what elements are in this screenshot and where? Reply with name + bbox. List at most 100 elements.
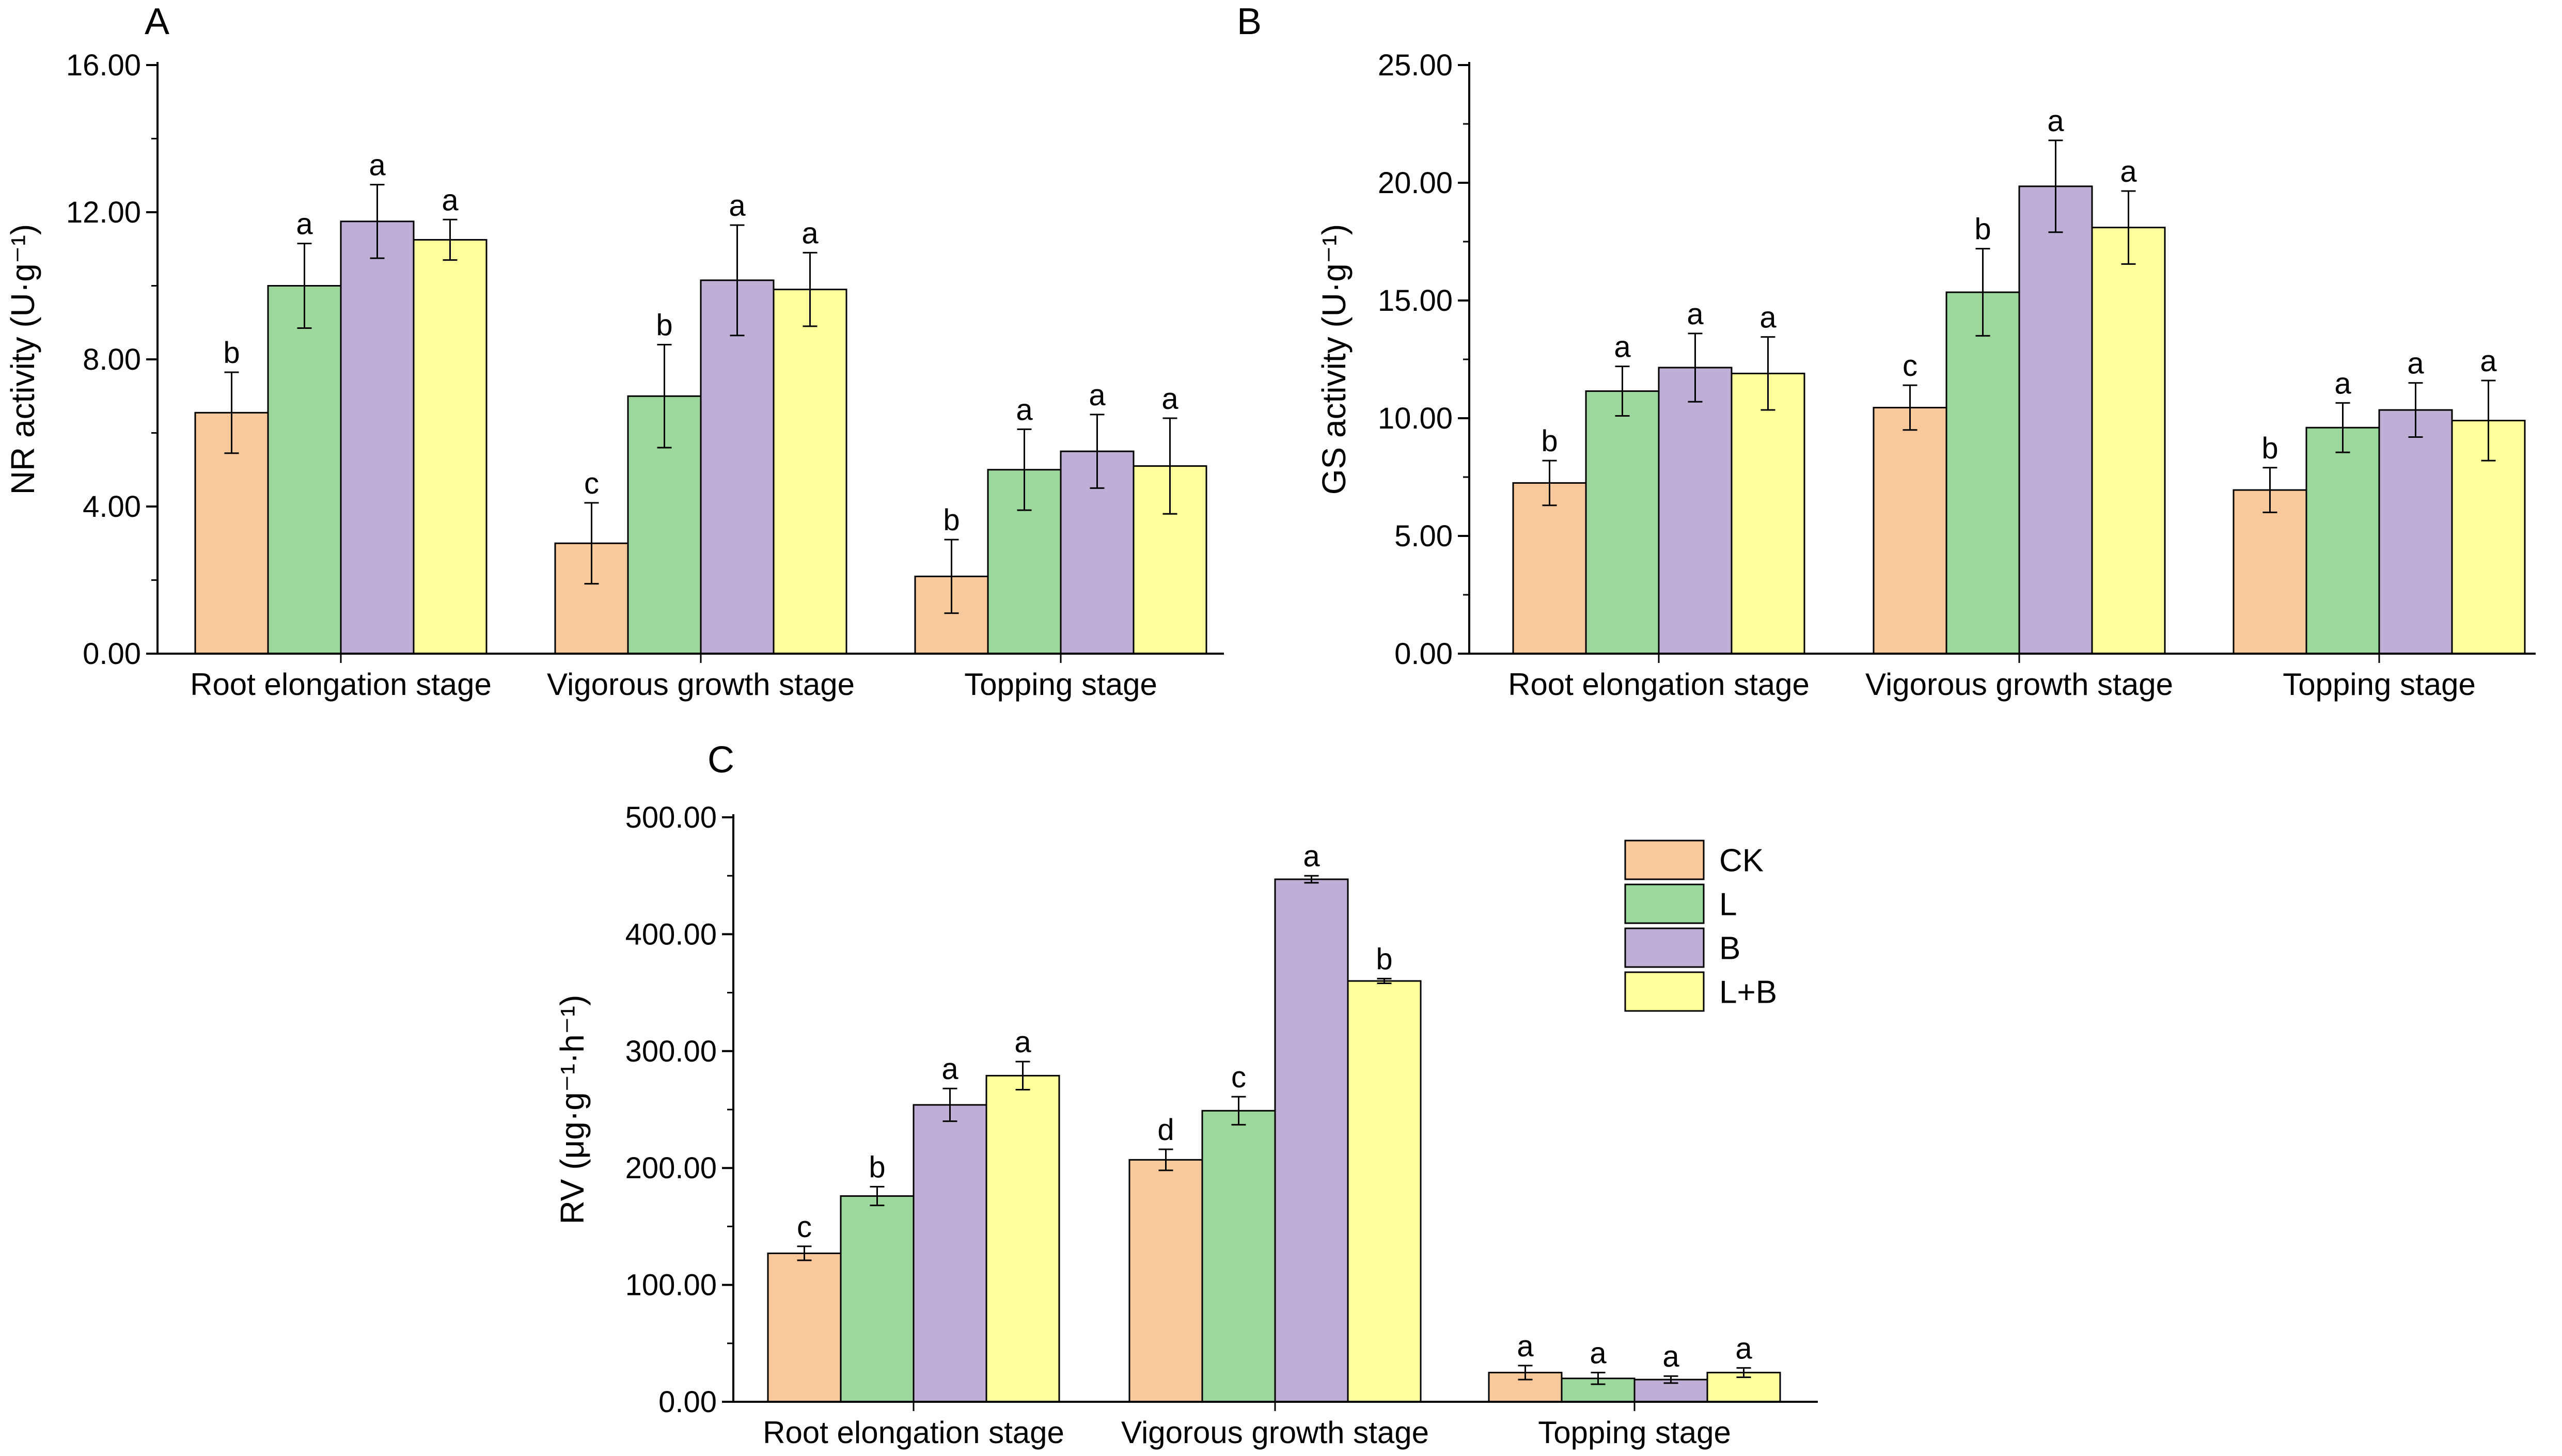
significance-letter: a	[1662, 1340, 1679, 1373]
y-tick-label: 0.00	[1394, 637, 1453, 671]
significance-letter: a	[1687, 297, 1704, 331]
bar	[413, 239, 488, 655]
significance-letter: b	[943, 503, 960, 537]
significance-letter: b	[2261, 432, 2278, 465]
significance-letter: b	[1376, 942, 1392, 976]
y-tick-label: 8.00	[83, 343, 141, 376]
bar	[1658, 367, 1733, 655]
panel-label: A	[145, 1, 169, 42]
significance-letter: a	[2407, 347, 2424, 381]
bar	[1128, 1159, 1203, 1403]
significance-letter: a	[2120, 155, 2137, 188]
y-tick-label: 300.00	[625, 1035, 717, 1068]
y-tick-label: 5.00	[1394, 519, 1453, 553]
x-tick-label: Vigorous growth stage	[547, 667, 855, 702]
significance-letter: d	[1157, 1113, 1174, 1147]
bar	[1347, 980, 1422, 1403]
y-tick-label: 400.00	[625, 917, 717, 951]
bar	[1201, 1110, 1276, 1403]
legend-swatch	[1624, 840, 1705, 880]
x-tick-label: Topping stage	[1538, 1415, 1731, 1450]
y-tick-label: 10.00	[1378, 402, 1453, 435]
y-tick-label: 4.00	[83, 490, 141, 524]
legend-label: CK	[1719, 843, 1764, 879]
significance-letter: b	[869, 1150, 885, 1184]
legend-label: B	[1719, 931, 1740, 967]
legend-swatch	[1624, 883, 1705, 924]
significance-letter: a	[1735, 1332, 1752, 1365]
panel-label: B	[1237, 1, 1262, 42]
x-tick-label: Root elongation stage	[763, 1415, 1064, 1450]
y-tick-label: 500.00	[625, 801, 717, 834]
significance-letter: c	[797, 1210, 812, 1244]
bar	[340, 220, 415, 655]
significance-letter: a	[1590, 1336, 1607, 1370]
x-tick-label: Vigorous growth stage	[1865, 667, 2173, 702]
y-tick-label: 16.00	[66, 49, 141, 82]
significance-letter: a	[2047, 104, 2064, 138]
bar	[2091, 227, 2166, 655]
significance-letter: a	[1089, 378, 1106, 412]
legend: CK LB L+B	[1624, 840, 1777, 1012]
x-tick-label: Vigorous growth stage	[1121, 1415, 1429, 1450]
bar	[2305, 426, 2380, 655]
significance-letter: a	[1517, 1330, 1534, 1363]
significance-letter: a	[941, 1052, 958, 1086]
y-tick-label: 12.00	[66, 196, 141, 229]
bar	[913, 1104, 987, 1403]
y-tick-label: 20.00	[1378, 166, 1453, 200]
bar	[1585, 390, 1660, 655]
bar	[1512, 482, 1587, 655]
significance-letter: c	[1903, 349, 1917, 383]
significance-letter: b	[223, 336, 240, 370]
significance-letter: b	[1974, 213, 1991, 246]
bar	[1945, 291, 2020, 655]
y-axis-title: NR activity (U·g⁻¹)	[4, 224, 41, 495]
significance-letter: a	[2480, 344, 2497, 378]
x-tick-label: Root elongation stage	[190, 667, 492, 702]
significance-letter: a	[2334, 367, 2351, 400]
panel-label: C	[708, 739, 734, 781]
bar	[267, 285, 342, 655]
x-tick-label: Root elongation stage	[1508, 667, 1810, 702]
bar	[840, 1195, 915, 1403]
bar	[985, 1074, 1060, 1403]
significance-letter: a	[1303, 840, 1320, 873]
x-tick-label: Topping stage	[2283, 667, 2476, 702]
significance-letter: a	[1161, 382, 1178, 416]
significance-letter: b	[656, 309, 672, 342]
significance-letter: c	[1231, 1061, 1246, 1094]
legend-swatch	[1624, 927, 1705, 968]
bar	[767, 1252, 842, 1403]
significance-letter: c	[584, 467, 599, 500]
significance-letter: a	[1759, 301, 1777, 335]
significance-letter: a	[1014, 1025, 1031, 1059]
y-tick-label: 200.00	[625, 1151, 717, 1185]
bar	[2018, 185, 2093, 655]
significance-letter: a	[442, 183, 459, 217]
y-axis-title: RV (μg·g⁻¹·h⁻¹)	[554, 995, 591, 1225]
significance-letter: a	[729, 189, 746, 223]
legend-swatch	[1624, 971, 1705, 1012]
legend-label: L	[1719, 887, 1737, 923]
panel-a-chart: Ab c b a b a a a a a a a 0.00 4.00 8.00 12.00 16.00 Root …	[4, 1, 1224, 702]
y-tick-label: 25.00	[1378, 49, 1453, 82]
y-tick-label: 0.00	[83, 637, 141, 671]
significance-letter: b	[1541, 424, 1558, 458]
significance-letter: a	[1016, 393, 1033, 426]
panel-b-chart: Bb c b a b a a a a a a a 0.00 5.00 10.00 15.00 20.00 25.0…	[1237, 1, 2536, 702]
bar	[773, 289, 847, 655]
significance-letter: a	[369, 149, 386, 182]
x-tick-label: Topping stage	[964, 667, 1157, 702]
significance-letter: a	[1614, 330, 1631, 364]
bar	[1731, 372, 1805, 655]
y-tick-label: 0.00	[658, 1385, 717, 1419]
bar	[1873, 406, 1947, 655]
bar	[2378, 409, 2453, 655]
y-axis-title: GS activity (U·g⁻¹)	[1315, 224, 1353, 495]
panel-c-chart: Cc d a b c a a a a a b a 0.00 100.00 200.00 300.00 400.0…	[554, 739, 1818, 1450]
significance-letter: a	[296, 208, 313, 241]
legend-label: L+B	[1719, 975, 1777, 1010]
bar	[700, 279, 775, 655]
